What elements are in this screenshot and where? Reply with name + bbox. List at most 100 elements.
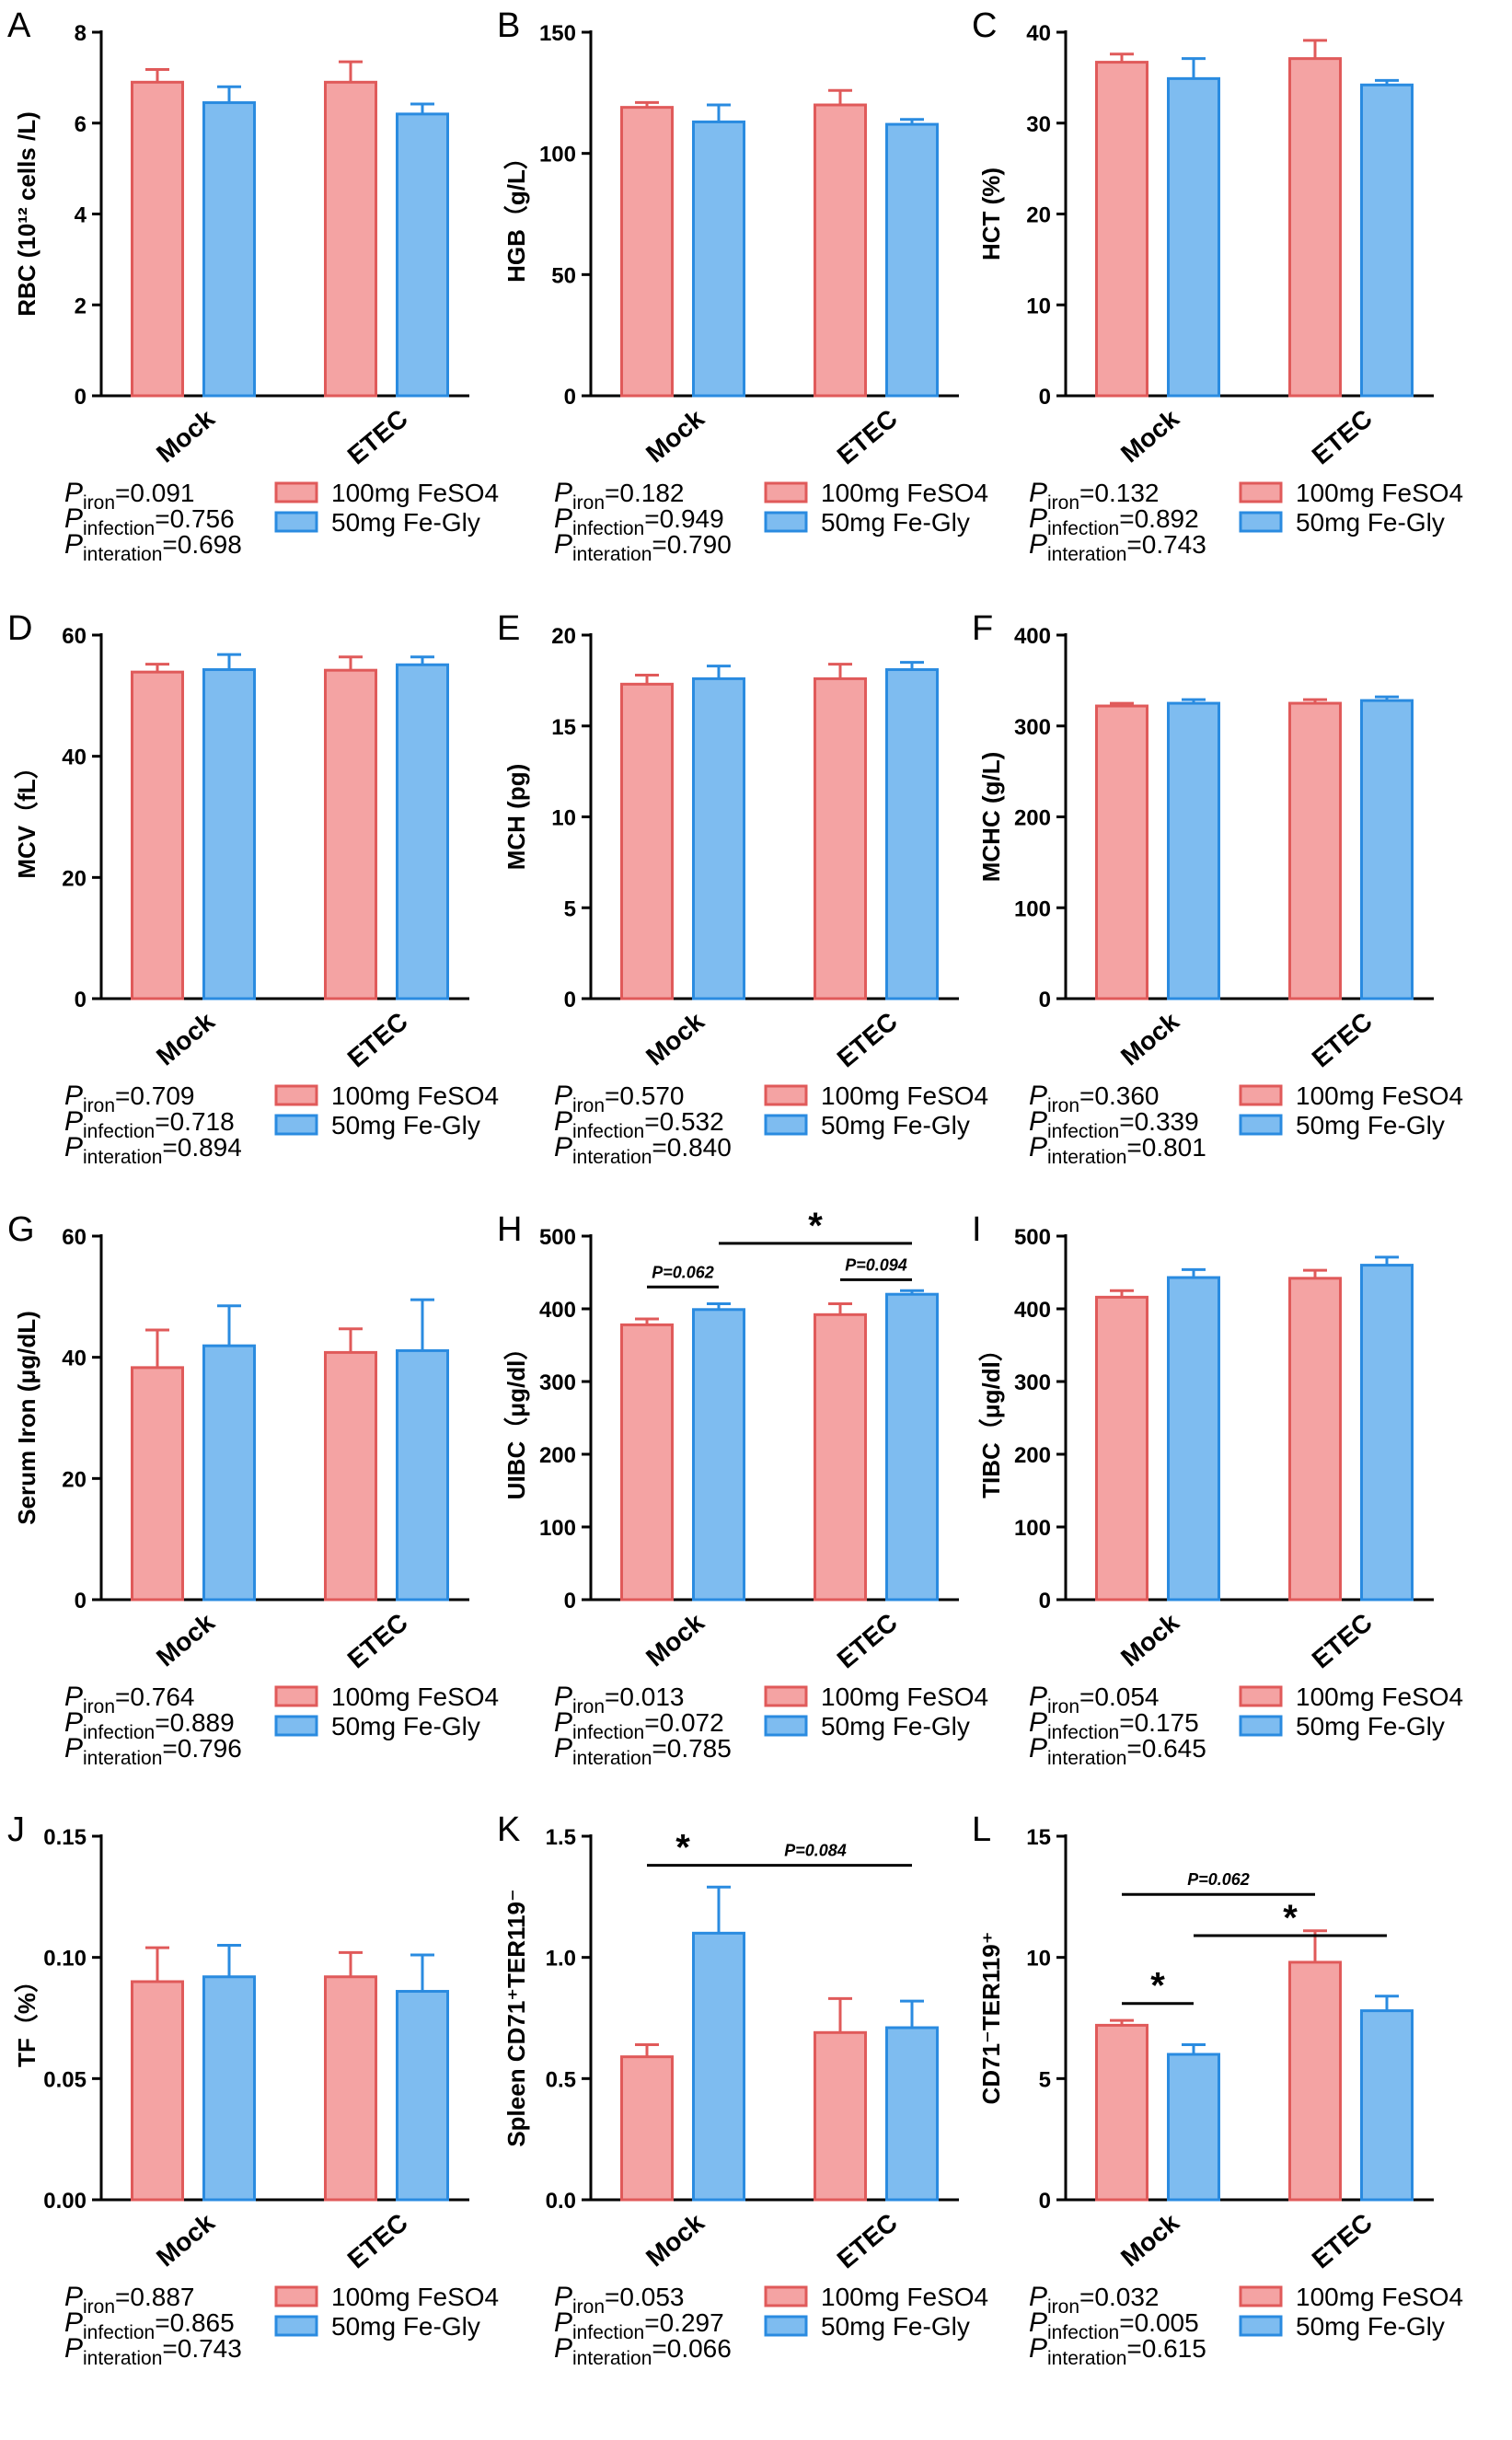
x-tick-label: ETEC bbox=[1307, 1007, 1378, 1073]
bar-etec-fegly bbox=[396, 663, 449, 1000]
y-tick-label: 15 bbox=[551, 715, 576, 740]
legend-label: 50mg Fe-Gly bbox=[821, 508, 970, 537]
p-value-infection: Pinfection=0.865 bbox=[64, 2307, 235, 2343]
bar-mock-fegly bbox=[692, 676, 745, 1000]
bar-mock-feso4 bbox=[620, 682, 674, 1000]
bar-etec-fegly bbox=[1360, 1264, 1414, 1602]
y-tick-label: 0 bbox=[75, 1589, 87, 1613]
legend-swatch bbox=[1239, 511, 1283, 533]
panel-g: G 0 20 40 60 Serum Iron (μg/dL) Mock ETEC Piron=… bbox=[7, 1210, 499, 1769]
y-axis-label: MCH (pg) bbox=[502, 764, 530, 871]
p-value-infection: Pinfection=0.889 bbox=[64, 1707, 235, 1743]
y-axis-label: TIBC（μg/dl） bbox=[977, 1337, 1005, 1498]
panel-h: H 0 100 200 300 400 500 UIBC（μg/dl） Mock ETEC P=0.… bbox=[497, 1206, 988, 1769]
x-tick-label: ETEC bbox=[832, 404, 903, 470]
y-tick-label: 0 bbox=[564, 1589, 576, 1613]
legend-swatch bbox=[274, 1114, 318, 1136]
x-tick-label: Mock bbox=[641, 1007, 710, 1071]
p-value-interaction: Pinteration=0.894 bbox=[64, 1132, 242, 1168]
bar-etec-feso4 bbox=[814, 2030, 867, 2202]
bar-mock-fegly bbox=[692, 1308, 745, 1602]
panel-letter: B bbox=[497, 6, 520, 45]
legend-swatch bbox=[1239, 1114, 1283, 1136]
legend-swatch bbox=[1239, 1715, 1283, 1737]
x-tick-label: Mock bbox=[1115, 404, 1184, 468]
x-tick-label: Mock bbox=[1115, 1007, 1184, 1071]
bar-etec-feso4 bbox=[814, 1313, 867, 1602]
p-value-interaction: Pinteration=0.801 bbox=[1029, 1132, 1206, 1168]
bar-etec-fegly bbox=[1360, 83, 1414, 398]
p-value-infection: Pinfection=0.949 bbox=[554, 503, 724, 539]
p-value-interaction: Pinteration=0.790 bbox=[554, 529, 732, 565]
y-tick-label: 300 bbox=[539, 1370, 576, 1395]
y-axis-label: Serum Iron (μg/dL) bbox=[13, 1311, 40, 1525]
y-tick-label: 0.5 bbox=[546, 2067, 576, 2092]
panel-letter: H bbox=[497, 1210, 522, 1249]
p-value-iron: Piron=0.132 bbox=[1029, 478, 1159, 514]
panel-letter: J bbox=[7, 1810, 25, 1849]
y-tick-label: 500 bbox=[1014, 1225, 1051, 1250]
legend-label: 100mg FeSO4 bbox=[1296, 1683, 1463, 1711]
y-axis-label: Spleen CD71⁺TER119⁻ bbox=[502, 1889, 530, 2146]
legend-swatch bbox=[764, 2285, 808, 2307]
p-value-interaction: Pinteration=0.698 bbox=[64, 529, 242, 565]
bar-etec-feso4 bbox=[1288, 57, 1342, 398]
bar-etec-feso4 bbox=[1288, 701, 1342, 1000]
y-tick-label: 10 bbox=[1026, 294, 1051, 318]
y-tick-label: 300 bbox=[1014, 715, 1051, 740]
y-tick-label: 0 bbox=[1039, 1589, 1051, 1613]
significance-p-value: P=0.094 bbox=[845, 1255, 907, 1274]
x-tick-label: Mock bbox=[151, 2208, 220, 2272]
legend-swatch bbox=[1239, 1084, 1283, 1106]
y-tick-label: 0 bbox=[75, 988, 87, 1012]
p-value-infection: Pinfection=0.297 bbox=[554, 2307, 724, 2343]
legend-swatch bbox=[1239, 2315, 1283, 2337]
panel-letter: A bbox=[7, 6, 31, 45]
p-value-iron: Piron=0.053 bbox=[554, 2282, 684, 2318]
legend-label: 100mg FeSO4 bbox=[331, 479, 499, 507]
p-value-interaction: Pinteration=0.615 bbox=[1029, 2333, 1206, 2369]
y-tick-label: 40 bbox=[62, 1347, 87, 1371]
bar-etec-fegly bbox=[885, 668, 939, 1000]
legend-label: 50mg Fe-Gly bbox=[1296, 508, 1445, 537]
bar-etec-fegly bbox=[396, 1348, 449, 1602]
y-tick-label: 0.05 bbox=[43, 2067, 87, 2092]
legend-swatch bbox=[274, 2285, 318, 2307]
y-tick-label: 0 bbox=[75, 385, 87, 410]
panel-i: I 0 100 200 300 400 500 TIBC（μg/dl） Mock ETEC Piro… bbox=[972, 1210, 1463, 1769]
p-value-infection: Pinfection=0.339 bbox=[1029, 1106, 1199, 1142]
y-tick-label: 20 bbox=[62, 1467, 87, 1492]
panel-letter: G bbox=[7, 1210, 35, 1249]
x-tick-label: ETEC bbox=[1307, 1608, 1378, 1674]
p-value-iron: Piron=0.013 bbox=[554, 1682, 684, 1717]
p-value-iron: Piron=0.764 bbox=[64, 1682, 194, 1717]
y-tick-label: 400 bbox=[539, 1298, 576, 1323]
x-tick-label: ETEC bbox=[1307, 2208, 1378, 2274]
x-tick-label: Mock bbox=[151, 404, 220, 468]
legend-swatch bbox=[274, 1084, 318, 1106]
y-tick-label: 100 bbox=[1014, 896, 1051, 921]
y-tick-label: 10 bbox=[551, 806, 576, 831]
significance-star: * bbox=[1283, 1898, 1298, 1938]
panel-l: L 0 5 10 15 CD71⁻TER119⁺ Mock ETEC * P=0.062 * Piro… bbox=[972, 1810, 1463, 2369]
bar-mock-fegly bbox=[1167, 76, 1220, 398]
x-tick-label: ETEC bbox=[342, 2208, 413, 2274]
panel-letter: L bbox=[972, 1810, 991, 1849]
bar-etec-fegly bbox=[396, 112, 449, 398]
p-value-iron: Piron=0.709 bbox=[64, 1081, 194, 1116]
p-value-interaction: Pinteration=0.796 bbox=[64, 1733, 242, 1769]
p-value-interaction: Pinteration=0.840 bbox=[554, 1132, 732, 1168]
legend-swatch bbox=[764, 1715, 808, 1737]
y-tick-label: 10 bbox=[1026, 1947, 1051, 1972]
bar-mock-feso4 bbox=[131, 670, 184, 1000]
y-tick-label: 60 bbox=[62, 624, 87, 649]
legend-swatch bbox=[274, 481, 318, 503]
legend-swatch bbox=[1239, 481, 1283, 503]
y-tick-label: 0 bbox=[1039, 988, 1051, 1012]
bar-mock-feso4 bbox=[131, 1980, 184, 2202]
y-tick-label: 15 bbox=[1026, 1825, 1051, 1850]
legend-label: 100mg FeSO4 bbox=[1296, 2283, 1463, 2311]
y-tick-label: 0.10 bbox=[43, 1947, 87, 1972]
p-value-infection: Pinfection=0.892 bbox=[1029, 503, 1199, 539]
